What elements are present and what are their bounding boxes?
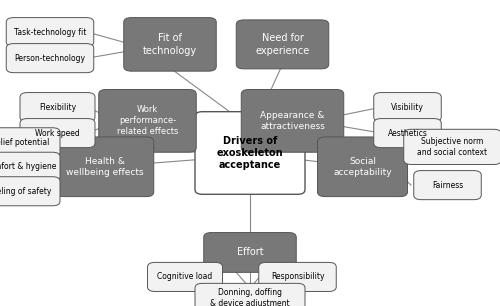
FancyBboxPatch shape xyxy=(20,92,95,121)
FancyBboxPatch shape xyxy=(0,177,60,206)
FancyBboxPatch shape xyxy=(374,92,442,121)
Text: Feeling of safety: Feeling of safety xyxy=(0,187,52,196)
Text: Task-technology fit: Task-technology fit xyxy=(14,28,86,37)
FancyBboxPatch shape xyxy=(259,262,336,291)
Text: Relief potential: Relief potential xyxy=(0,138,49,147)
Text: Aesthetics: Aesthetics xyxy=(388,129,428,138)
Text: Work
performance-
related effects: Work performance- related effects xyxy=(117,105,178,136)
Text: Comfort & hygiene: Comfort & hygiene xyxy=(0,162,56,171)
Text: Social
acceptability: Social acceptability xyxy=(333,157,392,177)
Text: Fit of
technology: Fit of technology xyxy=(143,33,197,56)
Text: Subjective norm
and social context: Subjective norm and social context xyxy=(418,137,488,157)
FancyBboxPatch shape xyxy=(318,137,408,197)
Text: Drivers of
exoskeleton
acceptance: Drivers of exoskeleton acceptance xyxy=(216,136,284,170)
Text: Responsibility: Responsibility xyxy=(271,272,324,282)
FancyBboxPatch shape xyxy=(236,20,329,69)
Text: Health &
wellbeing effects: Health & wellbeing effects xyxy=(66,157,144,177)
Text: Donning, doffing
& device adjustment: Donning, doffing & device adjustment xyxy=(210,288,290,306)
FancyBboxPatch shape xyxy=(124,18,216,71)
FancyBboxPatch shape xyxy=(56,137,154,197)
FancyBboxPatch shape xyxy=(374,119,442,148)
FancyBboxPatch shape xyxy=(204,233,296,272)
FancyBboxPatch shape xyxy=(195,112,305,194)
FancyBboxPatch shape xyxy=(0,152,60,181)
Text: Flexibility: Flexibility xyxy=(39,103,76,112)
FancyBboxPatch shape xyxy=(195,283,305,306)
Text: Effort: Effort xyxy=(236,248,264,257)
FancyBboxPatch shape xyxy=(98,90,196,152)
Text: Work speed: Work speed xyxy=(35,129,80,138)
FancyBboxPatch shape xyxy=(404,129,500,165)
FancyBboxPatch shape xyxy=(20,119,95,148)
Text: Appearance &
attractiveness: Appearance & attractiveness xyxy=(260,111,325,131)
Text: Person-technology: Person-technology xyxy=(14,54,86,63)
Text: Fairness: Fairness xyxy=(432,181,463,190)
FancyBboxPatch shape xyxy=(6,17,94,47)
FancyBboxPatch shape xyxy=(6,43,94,73)
Text: Visibility: Visibility xyxy=(391,103,424,112)
FancyBboxPatch shape xyxy=(148,262,222,291)
Text: Need for
experience: Need for experience xyxy=(256,33,310,56)
FancyBboxPatch shape xyxy=(414,171,481,200)
Text: Cognitive load: Cognitive load xyxy=(158,272,212,282)
FancyBboxPatch shape xyxy=(0,128,60,157)
FancyBboxPatch shape xyxy=(241,90,344,152)
